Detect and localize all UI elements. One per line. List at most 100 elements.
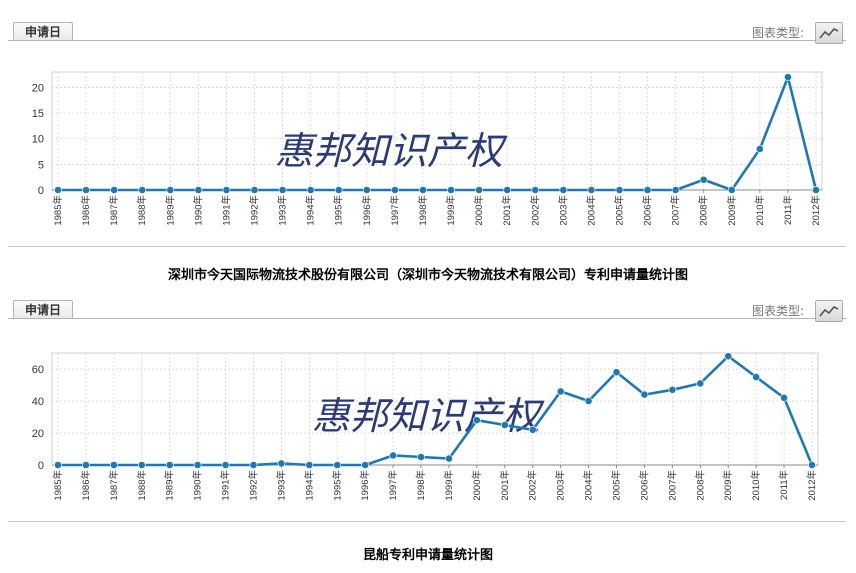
data-point <box>475 186 484 194</box>
data-point <box>221 461 230 469</box>
data-point <box>277 459 286 468</box>
x-tick-label: 1994年 <box>303 470 315 501</box>
x-tick-label: 2004年 <box>585 195 597 226</box>
x-tick-label: 1989年 <box>164 195 176 226</box>
x-tick-label: 1995年 <box>331 470 343 501</box>
x-tick-label: 1992年 <box>247 470 259 501</box>
data-point <box>531 186 540 194</box>
data-point <box>166 186 175 194</box>
x-tick-label: 2000年 <box>473 195 485 226</box>
watermark-text: 惠邦知识产权 <box>275 129 508 173</box>
y-tick-label: 20 <box>32 82 44 94</box>
data-point <box>82 461 90 469</box>
data-point <box>559 186 568 194</box>
data-point <box>727 186 736 194</box>
data-point <box>587 186 596 194</box>
data-point <box>165 461 174 469</box>
data-point <box>138 186 147 194</box>
data-point <box>333 461 342 469</box>
x-tick-label: 1994年 <box>305 195 317 226</box>
x-tick-label: 1993年 <box>277 195 289 226</box>
data-point <box>780 393 788 402</box>
data-point <box>472 416 481 425</box>
x-tick-label: 2005年 <box>613 195 625 226</box>
x-tick-label: 2007年 <box>666 470 678 501</box>
tab-application-date[interactable]: 申请日 <box>13 22 73 41</box>
x-tick-label: 2003年 <box>557 195 569 226</box>
x-tick-label: 2010年 <box>750 470 762 501</box>
data-point <box>528 425 537 434</box>
watermark-text: 惠邦知识产权 <box>312 394 545 438</box>
data-point <box>671 186 680 194</box>
data-point <box>417 453 425 461</box>
y-tick-label: 10 <box>32 134 44 146</box>
x-tick-label: 2006年 <box>642 195 654 226</box>
data-point <box>699 175 708 184</box>
x-tick-label: 1996年 <box>359 470 371 501</box>
x-tick-label: 1986年 <box>80 195 92 226</box>
data-point <box>306 186 315 194</box>
chart-type-label: 图表类型: <box>751 304 804 318</box>
data-point <box>784 73 792 82</box>
chart-type-button[interactable] <box>815 22 843 44</box>
x-tick-label: 1992年 <box>249 195 261 226</box>
data-point <box>250 186 259 194</box>
x-tick-label: 1986年 <box>80 470 92 501</box>
x-tick-label: 1998年 <box>415 470 427 501</box>
data-point <box>447 186 455 194</box>
y-tick-label: 60 <box>32 364 44 376</box>
x-tick-label: 1991年 <box>220 470 232 501</box>
x-tick-label: 1988年 <box>136 470 148 501</box>
line-chart-icon <box>819 306 839 317</box>
data-point <box>612 368 621 377</box>
data-point <box>724 352 733 361</box>
x-tick-label: 2001年 <box>499 470 511 501</box>
y-tick-label: 20 <box>32 428 44 440</box>
plot-area <box>51 352 819 466</box>
data-point <box>362 186 371 194</box>
data-point <box>584 397 593 405</box>
tab-divider <box>8 318 846 319</box>
data-point <box>643 186 652 194</box>
data-point <box>389 451 398 460</box>
line-chart-1: 0 5 10 15 20 1985年 1986年 1987年 1988年 1989年 1990年 19… <box>32 71 823 226</box>
x-tick-label: 1998年 <box>417 195 429 226</box>
tab-application-date[interactable]: 申请日 <box>13 300 73 319</box>
x-tick-label: 2012年 <box>810 195 822 226</box>
data-point <box>249 461 258 469</box>
data-point <box>305 461 314 469</box>
data-point <box>54 186 62 194</box>
data-point <box>194 186 203 194</box>
chart-type-button[interactable] <box>815 300 843 322</box>
y-tick-label: 15 <box>32 108 44 120</box>
plot-area <box>51 71 823 191</box>
x-tick-label: 1999年 <box>443 470 455 501</box>
data-point <box>54 461 62 469</box>
x-tick-label: 2008年 <box>698 195 710 226</box>
tab-divider <box>8 40 846 41</box>
data-point <box>615 186 624 194</box>
panel-2-bottom-rule <box>8 521 846 522</box>
x-tick-label: 1987年 <box>108 470 120 501</box>
x-tick-label: 1997年 <box>387 470 399 501</box>
data-point <box>390 186 399 194</box>
data-point <box>110 186 119 194</box>
x-tick-label: 1990年 <box>192 195 204 226</box>
x-tick-label: 1985年 <box>52 470 64 501</box>
x-tick-label: 2000年 <box>471 470 483 501</box>
x-tick-label: 1985年 <box>52 195 64 226</box>
y-tick-label: 0 <box>38 460 44 472</box>
x-tick-label: 1997年 <box>389 195 401 226</box>
panel-1-bottom-rule <box>8 246 846 247</box>
series-line <box>58 75 818 192</box>
x-tick-label: 2004年 <box>583 470 595 501</box>
data-point <box>419 186 427 194</box>
x-tick-label: 1987年 <box>108 195 120 226</box>
x-tick-label: 1993年 <box>275 470 287 501</box>
x-tick-label: 2011年 <box>778 470 790 500</box>
data-point <box>193 461 202 469</box>
data-point <box>82 186 90 194</box>
data-point <box>668 385 677 394</box>
x-tick-label: 2011年 <box>782 195 794 225</box>
x-tick-label: 1988年 <box>136 195 148 226</box>
